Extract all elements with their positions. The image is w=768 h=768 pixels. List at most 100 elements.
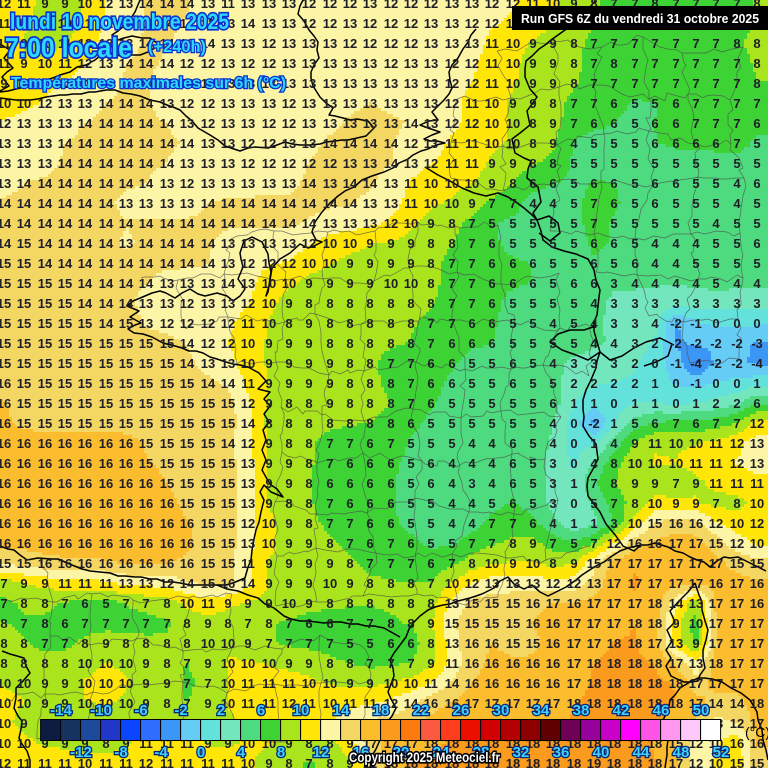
svg-text:15: 15 — [180, 416, 194, 431]
svg-text:14: 14 — [119, 216, 134, 231]
svg-text:7: 7 — [81, 616, 88, 631]
svg-text:14: 14 — [58, 156, 73, 171]
svg-text:-2: -2 — [670, 336, 682, 351]
svg-text:7: 7 — [346, 536, 353, 551]
svg-text:14: 14 — [38, 196, 53, 211]
svg-text:10: 10 — [282, 596, 296, 611]
svg-text:14: 14 — [58, 176, 73, 191]
svg-text:13: 13 — [384, 116, 398, 131]
svg-text:10: 10 — [424, 176, 438, 191]
svg-text:7: 7 — [407, 556, 414, 571]
svg-text:12: 12 — [221, 316, 235, 331]
svg-text:9: 9 — [305, 356, 312, 371]
svg-text:14: 14 — [343, 136, 358, 151]
svg-text:10: 10 — [78, 676, 92, 691]
svg-text:12: 12 — [99, 16, 113, 31]
svg-text:1: 1 — [692, 396, 699, 411]
svg-text:8: 8 — [610, 56, 617, 71]
svg-text:9: 9 — [509, 556, 516, 571]
svg-text:17: 17 — [689, 576, 703, 591]
svg-text:-2: -2 — [731, 356, 743, 371]
svg-text:9: 9 — [326, 356, 333, 371]
svg-text:8: 8 — [0, 616, 7, 631]
svg-text:13: 13 — [139, 316, 153, 331]
svg-text:10: 10 — [506, 36, 520, 51]
svg-text:14: 14 — [669, 596, 684, 611]
svg-text:5: 5 — [692, 256, 699, 271]
svg-text:12: 12 — [302, 0, 316, 11]
svg-text:5: 5 — [651, 96, 658, 111]
svg-text:9: 9 — [326, 376, 333, 391]
svg-text:16: 16 — [139, 536, 153, 551]
svg-text:16: 16 — [99, 436, 113, 451]
svg-text:10: 10 — [323, 256, 337, 271]
svg-text:5: 5 — [570, 336, 577, 351]
svg-text:-1: -1 — [670, 356, 682, 371]
svg-text:14: 14 — [302, 176, 317, 191]
svg-text:8: 8 — [529, 116, 536, 131]
svg-text:14: 14 — [119, 116, 134, 131]
svg-text:4: 4 — [651, 256, 659, 271]
svg-text:15: 15 — [38, 416, 52, 431]
svg-text:9: 9 — [204, 656, 211, 671]
svg-text:16: 16 — [0, 476, 11, 491]
svg-text:18: 18 — [628, 656, 642, 671]
svg-text:18: 18 — [607, 756, 621, 768]
svg-text:10: 10 — [485, 136, 499, 151]
svg-text:12: 12 — [384, 0, 398, 11]
svg-text:14: 14 — [282, 196, 297, 211]
svg-text:7: 7 — [468, 216, 475, 231]
svg-text:7: 7 — [733, 416, 740, 431]
svg-text:11: 11 — [180, 756, 194, 768]
svg-text:9: 9 — [285, 556, 292, 571]
svg-text:12: 12 — [241, 256, 255, 271]
svg-text:8: 8 — [407, 616, 414, 631]
svg-text:6: 6 — [529, 516, 536, 531]
svg-text:13: 13 — [180, 276, 194, 291]
svg-text:16: 16 — [78, 516, 92, 531]
svg-text:5: 5 — [610, 216, 617, 231]
svg-text:6: 6 — [509, 496, 516, 511]
svg-text:12: 12 — [730, 436, 744, 451]
svg-text:9: 9 — [692, 476, 699, 491]
svg-text:6: 6 — [346, 456, 353, 471]
svg-text:15: 15 — [17, 316, 31, 331]
svg-text:12: 12 — [262, 136, 276, 151]
svg-text:-2: -2 — [670, 316, 682, 331]
svg-text:3: 3 — [712, 296, 719, 311]
svg-text:14: 14 — [99, 216, 114, 231]
svg-text:13: 13 — [201, 276, 215, 291]
svg-text:15: 15 — [38, 396, 52, 411]
svg-text:15: 15 — [180, 496, 194, 511]
svg-text:18: 18 — [506, 756, 520, 768]
svg-text:16: 16 — [119, 456, 133, 471]
svg-text:10: 10 — [99, 656, 113, 671]
svg-text:17: 17 — [669, 656, 683, 671]
svg-text:5: 5 — [570, 536, 577, 551]
svg-text:16: 16 — [78, 456, 92, 471]
svg-text:11: 11 — [241, 696, 255, 711]
svg-text:13: 13 — [221, 236, 235, 251]
svg-text:14: 14 — [119, 256, 134, 271]
svg-text:7: 7 — [387, 656, 394, 671]
svg-text:15: 15 — [750, 756, 764, 768]
svg-text:15: 15 — [99, 416, 113, 431]
svg-text:13: 13 — [689, 656, 703, 671]
svg-text:7:00 locale: 7:00 locale — [5, 32, 132, 63]
svg-text:12: 12 — [241, 296, 255, 311]
svg-text:13: 13 — [221, 16, 235, 31]
svg-text:6: 6 — [692, 136, 699, 151]
svg-text:6: 6 — [651, 416, 658, 431]
svg-text:12: 12 — [730, 456, 744, 471]
svg-text:6: 6 — [387, 496, 394, 511]
svg-text:12: 12 — [384, 216, 398, 231]
svg-text:15: 15 — [17, 336, 31, 351]
svg-text:7: 7 — [387, 556, 394, 571]
svg-text:17: 17 — [628, 576, 642, 591]
svg-text:5: 5 — [529, 236, 536, 251]
svg-text:14: 14 — [445, 676, 460, 691]
svg-text:6: 6 — [509, 376, 516, 391]
svg-text:17: 17 — [689, 536, 703, 551]
svg-text:5: 5 — [631, 136, 638, 151]
svg-text:11: 11 — [58, 36, 72, 51]
